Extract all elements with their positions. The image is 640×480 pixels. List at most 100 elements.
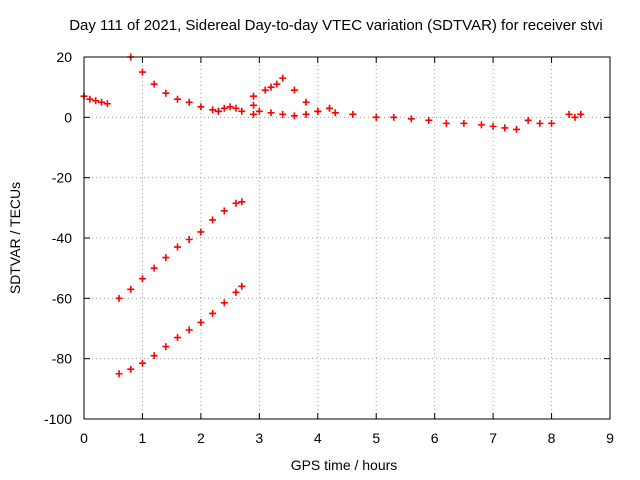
series-arc-i xyxy=(565,110,585,121)
data-point xyxy=(138,359,146,367)
data-point xyxy=(197,103,205,111)
y-tick-label: -60 xyxy=(52,290,72,306)
data-point xyxy=(442,119,450,127)
data-point xyxy=(477,121,485,129)
data-point xyxy=(501,124,509,132)
x-tick-label: 7 xyxy=(489,430,497,446)
chart-title: Day 111 of 2021, Sidereal Day-to-day VTE… xyxy=(69,17,603,34)
data-point xyxy=(331,109,339,117)
data-point xyxy=(185,98,193,106)
x-tick-label: 3 xyxy=(255,430,263,446)
x-tick-label: 2 xyxy=(197,430,205,446)
y-axis-label: SDTVAR / TECUs xyxy=(7,182,23,294)
series-arc-h xyxy=(524,116,556,127)
data-point xyxy=(98,98,106,106)
data-point xyxy=(209,309,217,317)
data-point xyxy=(571,113,579,121)
data-point xyxy=(512,125,520,133)
data-point xyxy=(302,110,310,118)
series-arc-g xyxy=(314,107,520,133)
data-point xyxy=(267,83,275,91)
data-point xyxy=(407,115,415,123)
data-point xyxy=(267,109,275,117)
data-point xyxy=(209,106,217,114)
data-point xyxy=(255,107,263,115)
data-point xyxy=(489,122,497,130)
data-point xyxy=(548,119,556,127)
y-tick-label: -100 xyxy=(44,411,72,427)
points-layer xyxy=(80,53,585,378)
data-point xyxy=(232,288,240,296)
data-point xyxy=(261,86,269,94)
data-point xyxy=(174,243,182,251)
data-point xyxy=(127,285,135,293)
x-axis-label: GPS time / hours xyxy=(291,457,398,473)
data-point xyxy=(249,101,257,109)
data-point xyxy=(150,264,158,272)
y-tick-label: -80 xyxy=(52,351,72,367)
y-tick-label: 0 xyxy=(64,109,72,125)
data-point xyxy=(115,370,123,378)
data-point xyxy=(232,104,240,112)
data-point xyxy=(209,216,217,224)
data-point xyxy=(238,282,246,290)
data-point xyxy=(232,199,240,207)
data-point xyxy=(214,107,222,115)
data-point xyxy=(162,343,170,351)
x-tick-label: 6 xyxy=(431,430,439,446)
data-point xyxy=(577,110,585,118)
data-point xyxy=(372,113,380,121)
x-tick-label: 0 xyxy=(80,430,88,446)
data-point xyxy=(138,275,146,283)
data-point xyxy=(174,95,182,103)
data-point xyxy=(86,95,94,103)
data-point xyxy=(279,74,287,82)
x-tick-label: 9 xyxy=(606,430,614,446)
y-tick-label: 20 xyxy=(56,49,72,65)
data-point xyxy=(197,228,205,236)
data-point xyxy=(226,103,234,111)
data-point xyxy=(273,80,281,88)
data-point xyxy=(290,86,298,94)
data-point xyxy=(249,92,257,100)
grid-layer xyxy=(84,57,610,419)
data-point xyxy=(138,68,146,76)
data-point xyxy=(185,326,193,334)
data-point xyxy=(279,110,287,118)
x-tick-label: 5 xyxy=(372,430,380,446)
data-point xyxy=(103,100,111,108)
data-point xyxy=(524,116,532,124)
y-tick-label: -40 xyxy=(52,230,72,246)
data-point xyxy=(220,299,228,307)
data-point xyxy=(238,107,246,115)
x-tick-label: 1 xyxy=(139,430,147,446)
data-point xyxy=(249,110,257,118)
data-point xyxy=(390,113,398,121)
data-point xyxy=(185,236,193,244)
data-point xyxy=(536,119,544,127)
data-point xyxy=(325,104,333,112)
data-point xyxy=(314,107,322,115)
data-point xyxy=(162,89,170,97)
data-point xyxy=(460,119,468,127)
data-point xyxy=(220,207,228,215)
data-point xyxy=(174,334,182,342)
data-point xyxy=(197,318,205,326)
data-point xyxy=(425,116,433,124)
data-point xyxy=(150,352,158,360)
y-tick-label: -20 xyxy=(52,170,72,186)
data-point xyxy=(150,80,158,88)
data-point xyxy=(115,294,123,302)
series-arc-c xyxy=(214,103,246,115)
data-point xyxy=(349,110,357,118)
x-tick-label: 8 xyxy=(548,430,556,446)
data-point xyxy=(220,104,228,112)
tick-label-layer: 0 1 2 3 4 5 6 7 8 9 -100 -80 -60 -40 -20 0 20 xyxy=(44,49,614,446)
data-point xyxy=(302,98,310,106)
data-point xyxy=(127,365,135,373)
data-point xyxy=(92,97,100,105)
data-point xyxy=(290,112,298,120)
x-tick-label: 4 xyxy=(314,430,322,446)
